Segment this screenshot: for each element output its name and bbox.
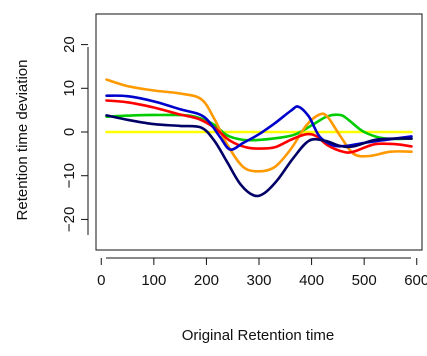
series-line-4 xyxy=(105,99,413,154)
x-tick-label: 500 xyxy=(352,272,377,289)
series-lines xyxy=(105,78,413,198)
x-tick-label: 0 xyxy=(97,272,105,289)
series-line-2 xyxy=(105,113,413,142)
y-axis-title: Retention time deviation xyxy=(14,60,31,221)
y-tick-label: 10 xyxy=(61,80,78,97)
series-line-3 xyxy=(105,78,413,173)
x-axis-ticks: 0 100 200 300 400 500 600 xyxy=(97,258,427,289)
x-tick-label: 100 xyxy=(141,272,166,289)
series-line-6 xyxy=(105,114,413,198)
x-tick-label: 400 xyxy=(299,272,324,289)
y-tick-label: −10 xyxy=(61,163,78,188)
y-tick-label: −20 xyxy=(61,207,78,232)
y-tick-label: 20 xyxy=(61,36,78,53)
x-tick-label: 300 xyxy=(246,272,271,289)
x-tick-label: 200 xyxy=(194,272,219,289)
plot-frame xyxy=(95,13,423,251)
x-tick-label: 600 xyxy=(404,272,427,289)
x-axis-title: Original Retention time xyxy=(182,327,335,344)
y-tick-label: 0 xyxy=(61,128,78,136)
y-axis-ticks: −20 −10 0 10 20 xyxy=(61,36,88,232)
